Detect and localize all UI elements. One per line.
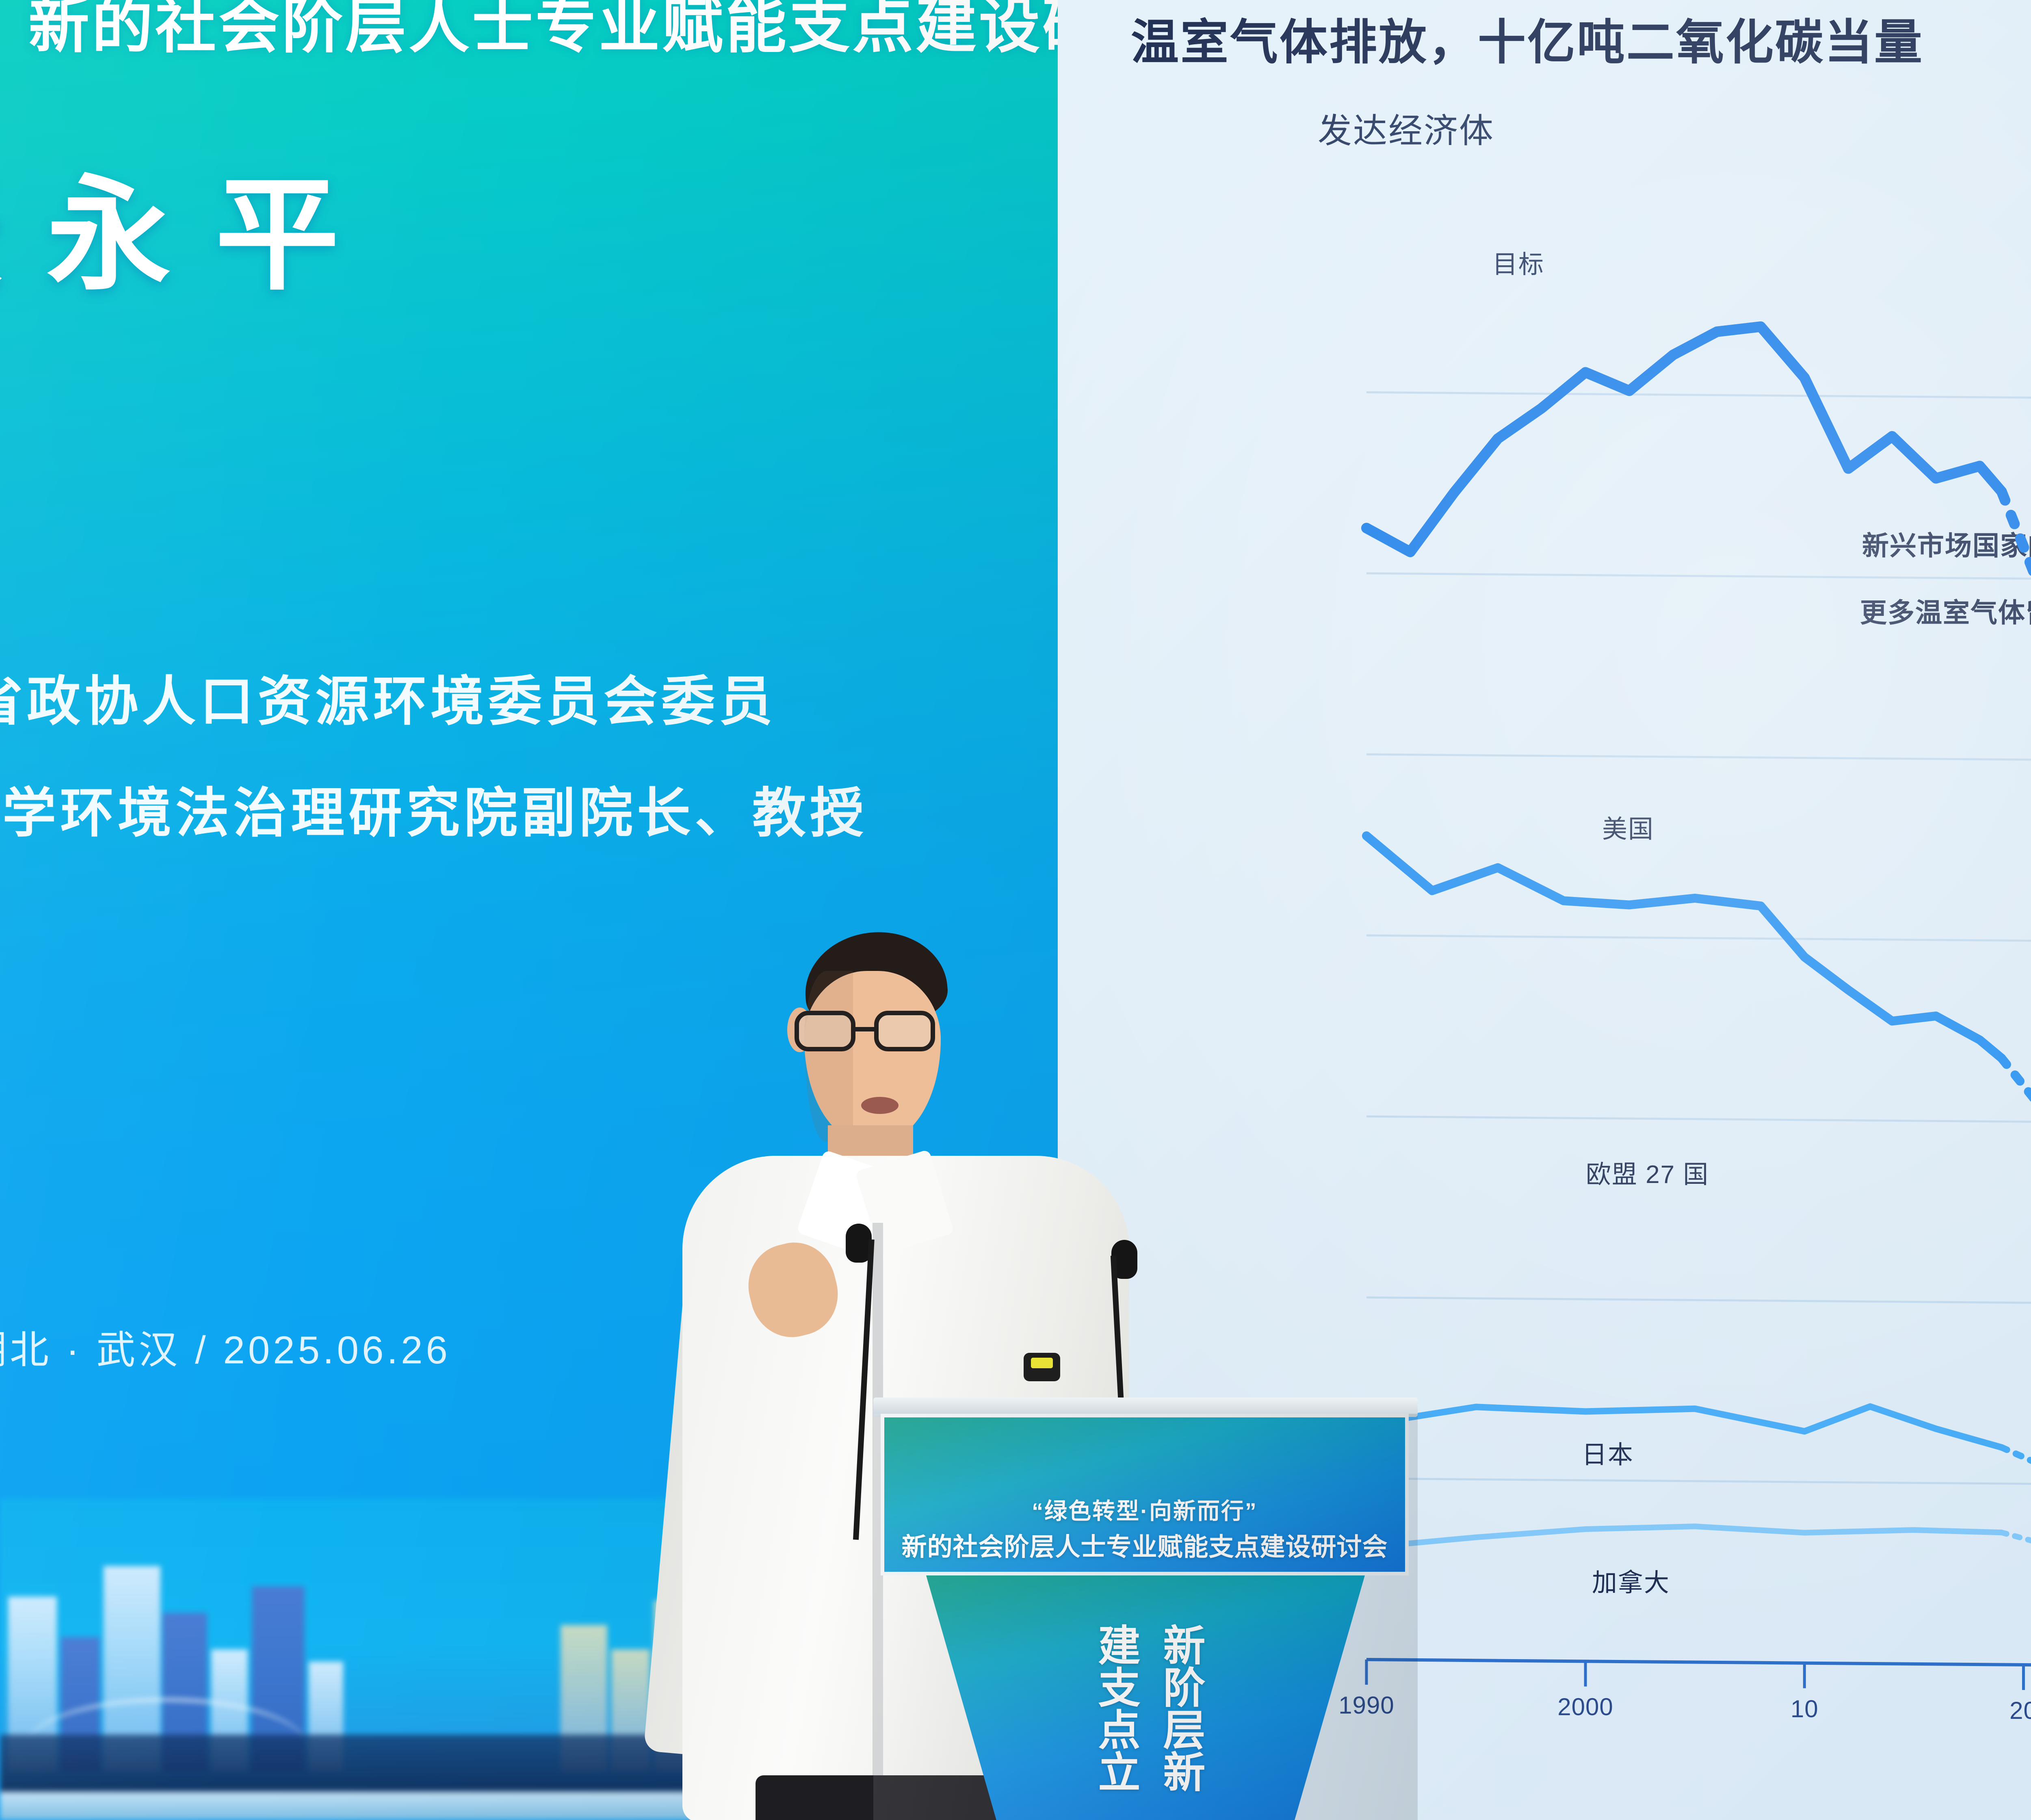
x-axis-tick: 20 (2009, 1697, 2031, 1724)
speaker-role-line-1: 湖北省政协人口资源环境委员会委员 (0, 672, 777, 731)
series-label-us: 美国 (1602, 815, 1654, 843)
slide-title: 温室气体排放，十亿吨二氧化碳当量 (1131, 16, 1924, 69)
lectern-event-name: 新的社会阶层人士专业赋能支点建设研讨会 (901, 1533, 1388, 1561)
event-date: 湖北 · 武汉 / 2025.06.26 (0, 1328, 451, 1372)
series-label-eu27: 欧盟 27 国 (1586, 1161, 1709, 1189)
series-label-canada: 加拿大 (1592, 1569, 1670, 1597)
note-more-ghg: 更多温室气体留下了很大 (1860, 598, 2031, 628)
x-axis-tick: 1990 (1338, 1692, 1394, 1719)
series-label-japan: 日本 (1582, 1441, 1634, 1469)
presenter-remote[interactable] (1024, 1353, 1060, 1381)
lectern-slogan: “绿色转型·向新而行” (1032, 1498, 1258, 1524)
eyeglasses-icon (795, 1011, 945, 1055)
x-axis-tick: 2000 (1557, 1693, 1613, 1721)
lectern-vertical-text-left: 建支点立 (1091, 1623, 1139, 1792)
emissions-line-chart (1361, 321, 2031, 1690)
speaker-name: 张永平 (0, 166, 384, 304)
microphone-head-left (846, 1224, 872, 1263)
lectern-vertical-text-right: 新阶层新 (1156, 1623, 1204, 1792)
lectern: “绿色转型·向新而行” 新的社会阶层人士专业赋能支点建设研讨会 建支点立 新阶层… (873, 1398, 1418, 1820)
x-axis-tick: 10 (1790, 1695, 1819, 1722)
backdrop-heading: 新的社会阶层人士专业赋能支点建设研讨会 (28, 0, 1058, 60)
speaker-role-line-2: 武汉大学环境法治理研究院副院长、教授 (0, 783, 868, 843)
note-emerging-markets: 新兴市场国家的气候目标 (1862, 531, 2031, 561)
lectern-front-panel: “绿色转型·向新而行” 新的社会阶层人士专业赋能支点建设研讨会 (881, 1414, 1409, 1575)
slide-subtitle: 发达经济体 (1318, 112, 1495, 150)
goal-annotation: 目标 (1492, 251, 1545, 279)
lectern-base: 建支点立 新阶层新 (926, 1575, 1365, 1820)
